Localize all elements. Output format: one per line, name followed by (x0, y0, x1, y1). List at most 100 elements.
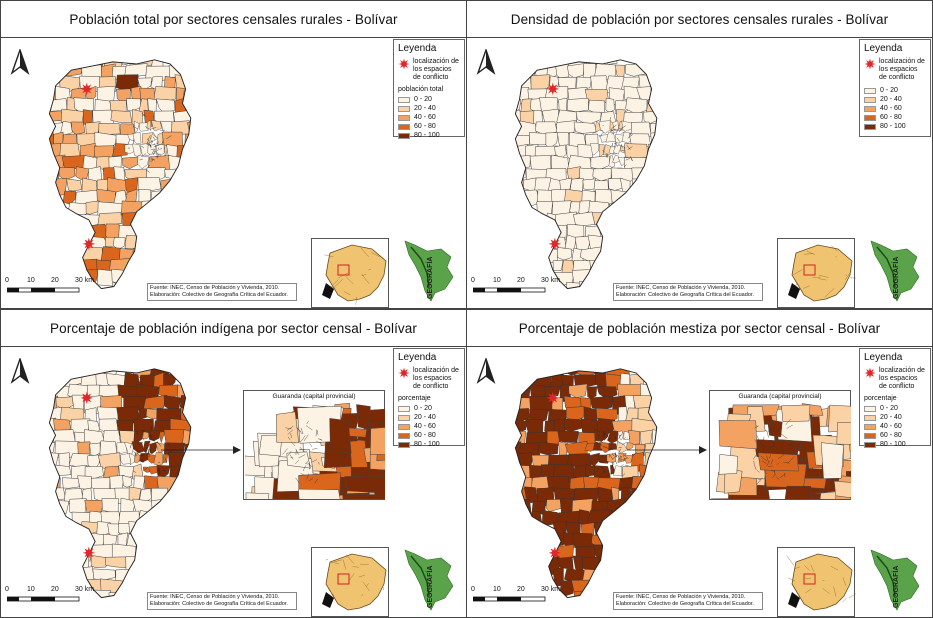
urban-sector-boundary (129, 443, 132, 449)
census-sector (593, 429, 600, 442)
urban-sector-boundary (141, 153, 147, 158)
census-sector (631, 487, 647, 506)
scale-bar-label: 0 (471, 586, 475, 593)
legend-class-row: 20 - 40 (864, 95, 926, 104)
census-sector (62, 477, 80, 489)
scale-bar-label: 10 (27, 277, 35, 284)
census-sector (62, 59, 79, 72)
conflict-location-marker (546, 391, 560, 405)
census-sector (621, 120, 632, 132)
urban-sector-boundary (145, 126, 148, 130)
urban-sector-boundary (619, 127, 623, 133)
map-credits: Fuente: INEC, Censo de Población y Vivie… (147, 592, 297, 610)
census-sector (612, 120, 619, 132)
legend-class-label: 20 - 40 (414, 105, 436, 112)
urban-sector-boundary (156, 469, 159, 474)
census-sector (582, 178, 597, 190)
map-legend: Leyenda localización de los espacios de c… (393, 39, 465, 139)
map-panel: Porcentaje de población mestiza por sect… (466, 309, 933, 618)
legend-class-label: 20 - 40 (414, 414, 436, 421)
census-sector (564, 234, 577, 251)
census-sector (124, 63, 148, 77)
map-credits: Fuente: INEC, Censo de Población y Vivie… (613, 592, 763, 610)
legend-conflict-label: localización de los espacios de conflict… (879, 367, 925, 390)
map-title: Porcentaje de población indígena por sec… (1, 310, 466, 347)
legend-conflict-label: localización de los espacios de conflict… (413, 367, 459, 390)
census-sector (597, 417, 616, 435)
census-sector (652, 429, 657, 447)
census-sector (598, 555, 617, 575)
census-sector (566, 166, 581, 180)
urban-sector-boundary (151, 158, 155, 161)
conflict-star-icon (864, 58, 876, 70)
scale-bar-label: 20 (51, 586, 59, 593)
urban-sector-boundary (615, 141, 618, 147)
urban-sector-boundary (616, 440, 621, 444)
census-sector (589, 395, 614, 411)
urban-sector-boundary (611, 124, 617, 129)
svg-text:GEOGRAFÍA: GEOGRAFÍA (425, 566, 434, 608)
conflict-location-marker (80, 82, 94, 96)
map-legend: Leyenda localización de los espacios de c… (859, 348, 931, 448)
census-sector (624, 143, 649, 159)
legend-swatch (864, 114, 876, 121)
urban-sector-boundary (153, 144, 160, 148)
credit-line: Elaboración: Colectivo de Geografía Crít… (616, 600, 754, 607)
census-sector (605, 97, 615, 113)
urban-sector-boundary (150, 159, 155, 162)
ecuador-locator-inset (777, 238, 858, 308)
legend-class-row: 60 - 80 (864, 431, 926, 440)
census-sector (146, 120, 152, 131)
legend-class-row: 40 - 60 (864, 104, 926, 113)
province-outline (48, 59, 192, 290)
census-sector (587, 386, 597, 399)
urban-sector-boundary (598, 460, 604, 463)
legend-swatch (864, 123, 876, 130)
credit-line: Fuente: INEC, Censo de Población y Vivie… (616, 594, 746, 600)
urban-sector-boundary (630, 133, 632, 136)
urban-sector-boundary (605, 153, 607, 158)
census-sector (591, 212, 619, 227)
census-sector (184, 133, 191, 147)
census-sector (515, 498, 532, 515)
census-sector (85, 59, 106, 68)
scale-bar-label: 0 (5, 586, 9, 593)
urban-sector-boundary (146, 138, 151, 143)
census-sector (567, 63, 585, 79)
urban-sector-boundary (621, 131, 625, 134)
census-sector (631, 178, 650, 195)
census-sector (566, 98, 589, 113)
urban-sector-boundary (148, 164, 151, 167)
legend-swatch (398, 123, 410, 130)
urban-sector-boundary (138, 459, 144, 462)
census-sector (110, 110, 133, 123)
urban-sector-boundary (143, 467, 148, 471)
census-sector (590, 155, 610, 170)
legend-class-row: 60 - 80 (864, 113, 926, 122)
map-panel: Densidad de población por sectores censa… (466, 0, 933, 309)
census-sector (554, 144, 567, 159)
map-credits: Fuente: INEC, Censo de Población y Vivie… (147, 283, 297, 301)
census-sector (126, 98, 141, 112)
scale-bar-label: 30 km (75, 277, 95, 284)
urban-sector-boundary (164, 457, 167, 462)
urban-sector-boundary (613, 128, 617, 132)
census-sector (612, 155, 621, 164)
census-sector (573, 211, 596, 227)
urban-sector-boundary (611, 455, 617, 461)
census-sector (78, 521, 98, 535)
census-sector (582, 556, 600, 572)
census-sector (132, 131, 142, 145)
census-sector (555, 120, 577, 135)
census-sector (515, 155, 531, 169)
census-sector (133, 120, 140, 133)
urban-sector-boundary (610, 463, 615, 469)
urban-sector-boundary (615, 128, 619, 134)
urban-sector-boundary (615, 460, 618, 465)
census-sector (61, 155, 87, 169)
legend-class-label: 80 - 100 (880, 123, 906, 130)
census-sector (90, 554, 109, 568)
census-sector (620, 145, 626, 154)
urban-sector-boundary (603, 446, 605, 448)
